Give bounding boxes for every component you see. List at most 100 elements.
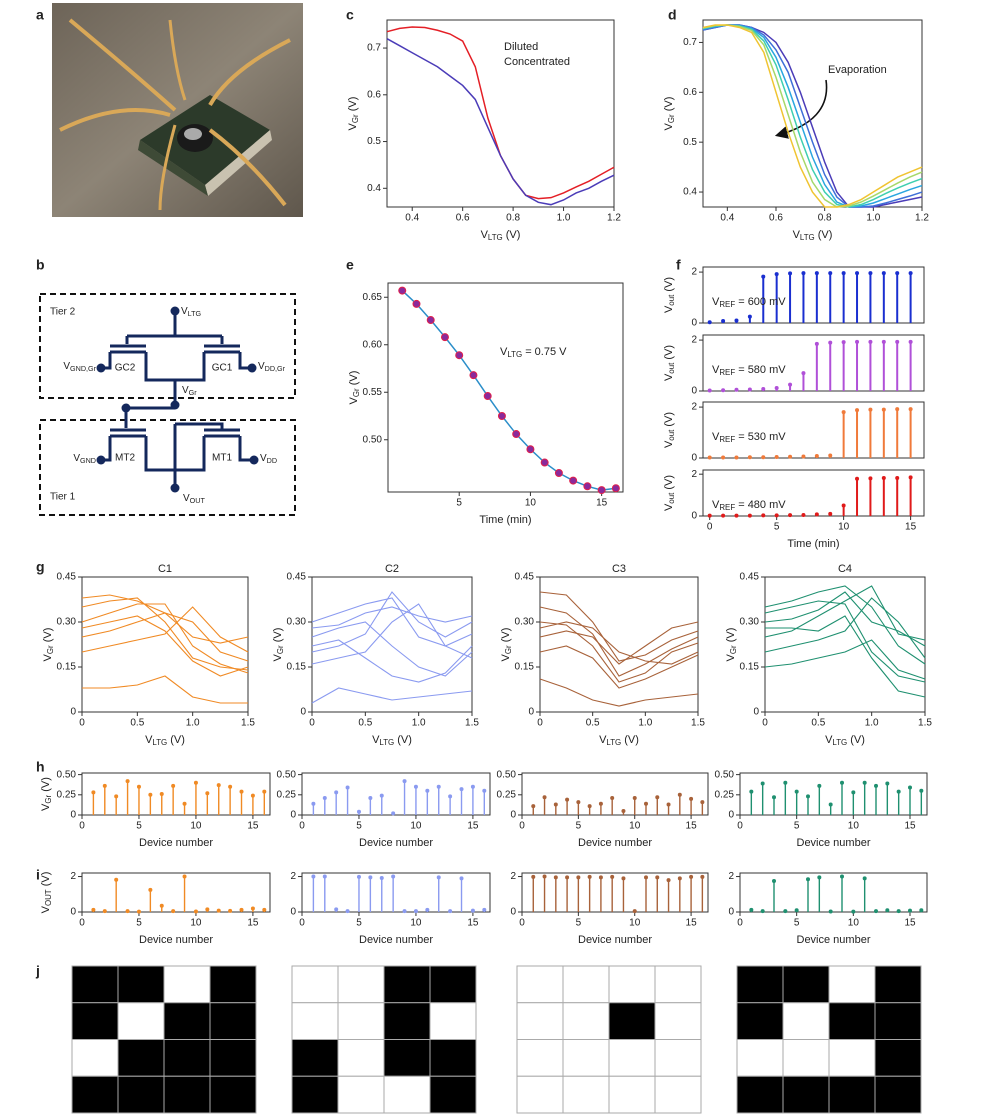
- y-tick-label: 0.50: [363, 434, 383, 445]
- x-tick-label: 15: [596, 498, 608, 509]
- x-tick-label: 0.5: [586, 718, 600, 729]
- label-part: V: [663, 373, 675, 381]
- marker: [483, 392, 492, 401]
- pixel: [516, 1075, 564, 1114]
- stem-head: [749, 907, 754, 912]
- subscript: REF: [719, 368, 735, 377]
- stem-head: [908, 339, 913, 344]
- stem-head: [721, 318, 726, 323]
- series-line: [539, 621, 699, 683]
- annotation: VREF = 530 mV: [712, 431, 786, 444]
- stem-head: [216, 908, 221, 913]
- stem-head: [425, 907, 430, 912]
- subscript: Gr: [504, 645, 513, 654]
- x-tick-label: 15: [247, 821, 259, 832]
- x-tick-label: 1.0: [557, 213, 571, 224]
- pixel: [874, 1075, 922, 1114]
- pixel: [828, 1002, 876, 1040]
- series-line: [311, 687, 473, 704]
- label-part: = 0.75 V: [522, 346, 567, 358]
- panel-label: e: [346, 257, 354, 273]
- stem-head: [356, 809, 361, 814]
- x-tick-label: 0.5: [130, 718, 144, 729]
- series-line: [702, 24, 923, 208]
- stem-head: [794, 789, 799, 794]
- pixel: [874, 965, 922, 1004]
- x-tick-label: 5: [356, 918, 362, 929]
- y-tick-label: 0.6: [683, 87, 697, 98]
- stem-head: [425, 788, 430, 793]
- x-tick-label: 1.2: [915, 213, 929, 224]
- stem-head: [136, 784, 141, 789]
- pixel: [429, 965, 477, 1004]
- stem-head: [436, 784, 441, 789]
- pixel: [654, 1039, 702, 1077]
- stem-head: [368, 796, 373, 801]
- stem-head: [531, 804, 536, 809]
- y-tick-label: 0.65: [363, 292, 383, 303]
- stem-head: [379, 793, 384, 798]
- x-axis-label: Device number: [359, 837, 433, 849]
- y-axis-label: VOUT (V): [40, 872, 53, 914]
- pixel: [736, 1075, 784, 1114]
- stem-head: [470, 908, 475, 913]
- series-line: [311, 621, 473, 677]
- x-tick-label: 0: [299, 918, 305, 929]
- label-part: V: [663, 122, 675, 130]
- stem-head: [216, 783, 221, 788]
- stem-head: [801, 512, 806, 517]
- stem-head: [262, 907, 267, 912]
- stem-head: [125, 779, 130, 784]
- stem-head: [855, 339, 860, 344]
- stem-head: [761, 386, 766, 391]
- pixel: [874, 1002, 922, 1040]
- plot-frame: [702, 334, 925, 392]
- stem-head: [402, 909, 407, 914]
- y-axis-label: VGr (V): [272, 628, 285, 662]
- legend-entry: Concentrated: [504, 56, 570, 68]
- subscript: Gr: [46, 645, 55, 654]
- stem-head: [806, 877, 810, 882]
- x-axis-label: VLTG (V): [825, 734, 865, 747]
- x-tick-label: 0: [737, 821, 743, 832]
- x-axis-label: VLTG (V): [145, 734, 185, 747]
- stem-head: [250, 793, 255, 798]
- stem-head: [644, 801, 648, 806]
- x-tick-label: 0.8: [506, 213, 520, 224]
- y-tick-label: 0: [691, 453, 697, 464]
- x-tick-label: 1.5: [691, 718, 705, 729]
- x-axis-label: VLTG (V): [599, 734, 639, 747]
- plot-frame: [387, 282, 624, 493]
- pixel: [337, 1039, 385, 1077]
- x-tick-label: 10: [190, 918, 202, 929]
- pixel: [654, 1075, 702, 1114]
- stem-head: [721, 455, 726, 460]
- subscript: LTG: [379, 738, 394, 747]
- stem-head: [734, 387, 739, 392]
- pixel: [117, 1002, 165, 1040]
- series-line: [539, 621, 699, 665]
- series-line: [764, 639, 926, 680]
- stem-head: [356, 874, 361, 879]
- pixel: [429, 1075, 477, 1114]
- stem-head: [228, 784, 233, 789]
- label-part: V: [260, 453, 267, 464]
- label-part: = 600 mV: [735, 296, 786, 308]
- stem-head: [814, 271, 819, 276]
- stem-head: [610, 874, 615, 879]
- label-part: V: [348, 396, 360, 404]
- stem-head: [806, 794, 810, 799]
- panel-label: g: [36, 559, 45, 575]
- y-tick-label: 0: [70, 810, 76, 821]
- y-axis-label: VGr (V): [347, 97, 360, 131]
- subscript: GND: [80, 456, 96, 465]
- pixel: [516, 1039, 564, 1077]
- stem-head: [788, 513, 793, 518]
- pixel: [782, 1075, 830, 1114]
- pixel: [209, 1039, 257, 1077]
- stem-head: [772, 878, 776, 883]
- subscript: LTG: [488, 233, 503, 242]
- series-line: [539, 621, 699, 665]
- pixel: [608, 1075, 656, 1114]
